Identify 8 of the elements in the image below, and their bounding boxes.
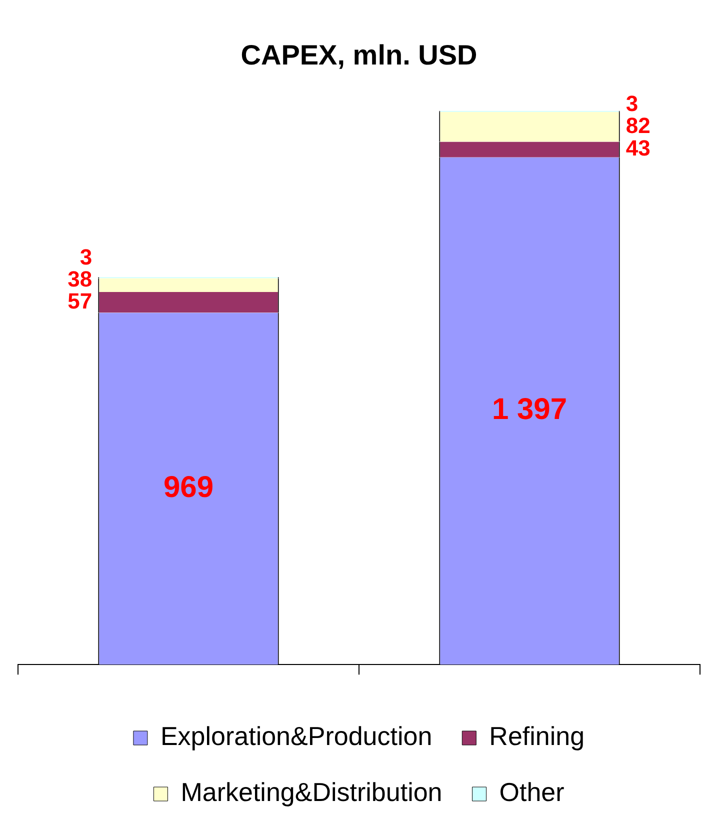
data-label: 1 397 (492, 393, 568, 426)
legend-label: Refining (489, 721, 585, 752)
legend-label: Other (499, 777, 565, 808)
data-label: 43 (626, 136, 650, 161)
legend-label: Marketing&Distribution (180, 777, 442, 808)
chart-title: CAPEX, mln. USD (240, 40, 478, 71)
data-label: 969 (163, 470, 214, 504)
legend-label: Exploration&Production (160, 721, 432, 752)
